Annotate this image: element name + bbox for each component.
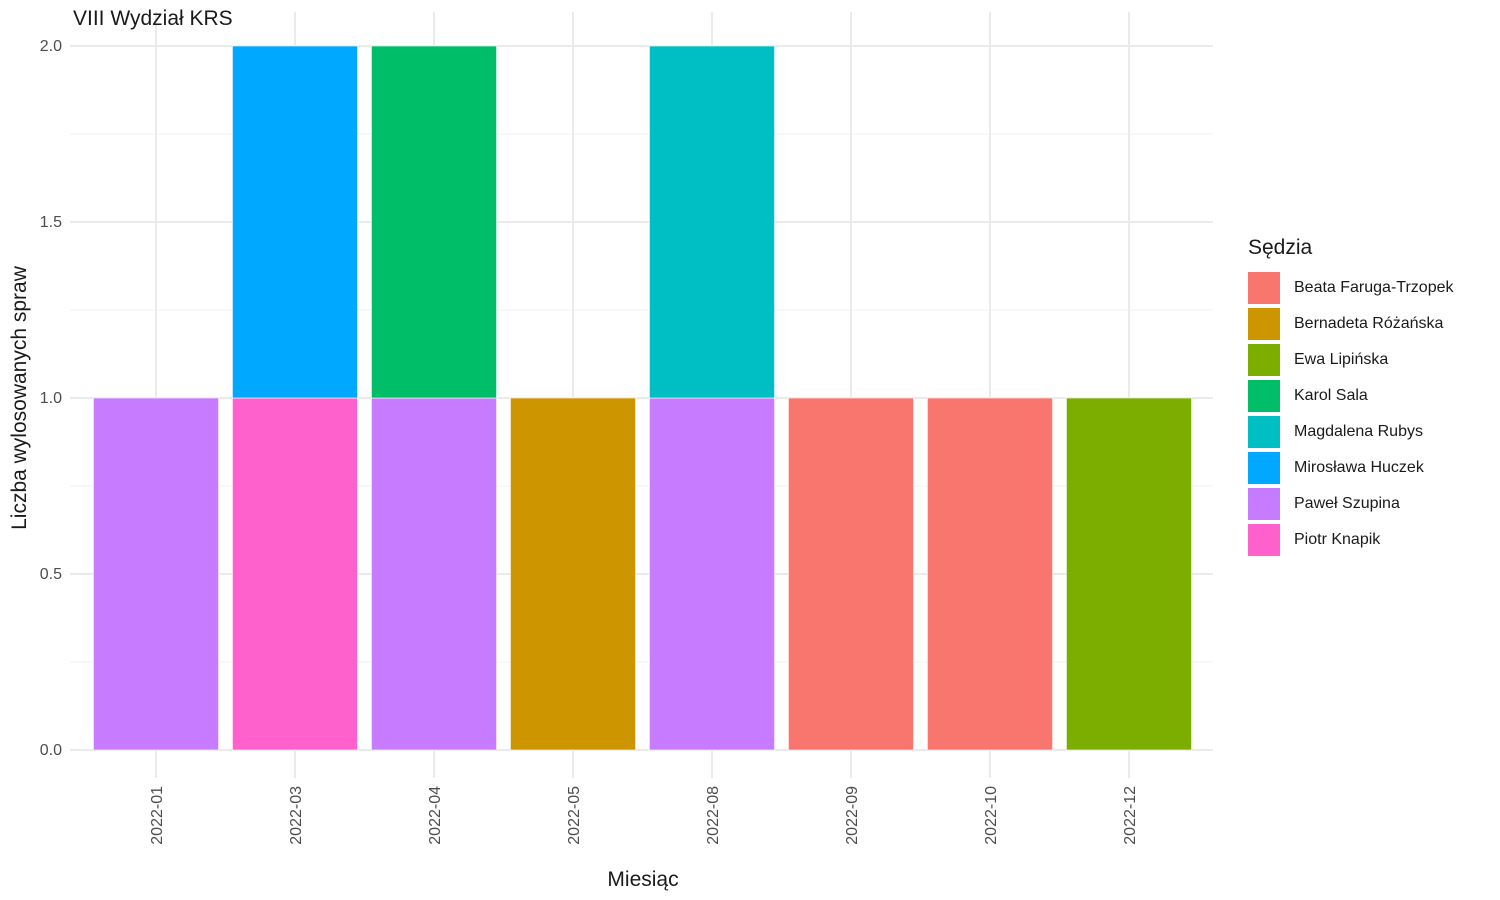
legend-items: Beata Faruga-Trzopek Bernadeta Różańska Ew… <box>1248 270 1453 558</box>
x-tick-label: 2022-03 <box>288 786 305 845</box>
legend-item: Bernadeta Różańska <box>1248 306 1453 342</box>
legend-item: Ewa Lipińska <box>1248 342 1453 378</box>
bar-segment: Piotr Knapik: 1 <box>232 397 358 751</box>
x-tick-label: 2022-04 <box>427 786 444 845</box>
legend-label: Karol Sala <box>1294 387 1368 404</box>
bar-segment: Bernadeta Różańska: 1 <box>510 397 636 751</box>
y-tick-labels: 0.0 0.5 1.0 1.5 2.0 <box>40 38 62 759</box>
legend-swatch <box>1248 524 1280 556</box>
legend-label: Ewa Lipińska <box>1294 351 1389 368</box>
chart-title: VIII Wydział KRS <box>73 7 233 30</box>
x-tick-labels: 2022-01 2022-03 2022-04 2022-05 2022-08 2022-… <box>149 786 1139 845</box>
bar-segment: Magdalena Rubys: 1 <box>649 45 775 399</box>
bar-segment: Paweł Szupina: 1 <box>649 397 775 751</box>
legend-swatch <box>1248 452 1280 484</box>
legend-swatch <box>1248 488 1280 520</box>
x-axis-title: Miesiąc <box>607 868 678 891</box>
x-tick-label: 2022-08 <box>705 786 722 845</box>
bar-segment: Karol Sala: 1 <box>371 45 497 399</box>
legend-swatch <box>1248 344 1280 376</box>
x-tick-label: 2022-09 <box>844 786 861 845</box>
legend-label: Beata Faruga-Trzopek <box>1294 279 1454 296</box>
y-tick-label: 2.0 <box>40 38 62 55</box>
bar-segment: Mirosława Huczek: 1 <box>232 45 358 399</box>
y-tick-label: 1.5 <box>40 214 62 231</box>
legend-swatch <box>1248 308 1280 340</box>
bar-segment: Beata Faruga-Trzopek: 1 <box>927 397 1053 751</box>
legend-label: Magdalena Rubys <box>1294 423 1423 440</box>
legend-item: Magdalena Rubys <box>1248 414 1453 450</box>
y-tick-label: 0.5 <box>40 566 62 583</box>
legend-swatch <box>1248 272 1280 304</box>
x-tick-label: 2022-01 <box>149 786 166 845</box>
x-tick-label: 2022-10 <box>983 786 1000 845</box>
bar-segment: Ewa Lipińska: 1 <box>1066 397 1192 751</box>
legend: Sędzia Beata Faruga-Trzopek Bernadeta Róż… <box>1248 236 1453 558</box>
legend-swatch <box>1248 416 1280 448</box>
y-axis-title: Liczba wylosowanych spraw <box>8 265 31 530</box>
x-tick-label: 2022-12 <box>1122 786 1139 845</box>
x-tick-label: 2022-05 <box>566 786 583 845</box>
legend-item: Beata Faruga-Trzopek <box>1248 270 1453 306</box>
legend-label: Mirosława Huczek <box>1294 459 1424 476</box>
bar-segment: Paweł Szupina: 1 <box>371 397 497 751</box>
bar-segment: Paweł Szupina: 1 <box>93 397 219 751</box>
legend-item: Paweł Szupina <box>1248 486 1453 522</box>
legend-label: Bernadeta Różańska <box>1294 315 1444 332</box>
legend-item: Mirosława Huczek <box>1248 450 1453 486</box>
legend-item: Piotr Knapik <box>1248 522 1453 558</box>
y-tick-label: 0.0 <box>40 742 62 759</box>
legend-label: Paweł Szupina <box>1294 495 1400 512</box>
bar-segment: Beata Faruga-Trzopek: 1 <box>788 397 914 751</box>
legend-label: Piotr Knapik <box>1294 531 1381 548</box>
y-tick-label: 1.0 <box>40 390 62 407</box>
bars: Paweł Szupina: 1Piotr Knapik: 1Mirosława… <box>93 45 1192 751</box>
legend-title: Sędzia <box>1248 236 1313 259</box>
legend-swatch <box>1248 380 1280 412</box>
legend-item: Karol Sala <box>1248 378 1453 414</box>
